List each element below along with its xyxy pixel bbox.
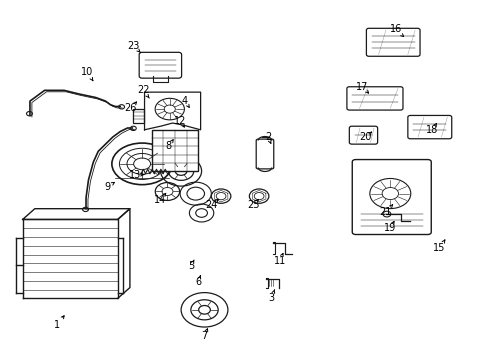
Text: 18: 18 [425,125,437,135]
Text: 19: 19 [383,224,395,233]
Text: 21: 21 [379,207,391,217]
Text: 7: 7 [201,331,207,341]
Text: 20: 20 [359,132,371,142]
Text: 23: 23 [127,41,139,50]
Text: 17: 17 [356,82,368,92]
Text: 16: 16 [389,24,401,35]
FancyBboxPatch shape [139,52,181,78]
Text: 15: 15 [432,243,445,253]
Text: 11: 11 [273,256,285,266]
Text: 12: 12 [174,116,186,126]
Text: 14: 14 [154,195,166,205]
Text: 22: 22 [137,85,149,95]
FancyBboxPatch shape [407,116,451,139]
Text: 8: 8 [165,141,172,151]
FancyBboxPatch shape [346,87,402,110]
Text: 10: 10 [81,67,93,77]
FancyBboxPatch shape [366,28,419,56]
FancyBboxPatch shape [351,159,430,234]
Text: 2: 2 [264,132,270,142]
Text: 5: 5 [187,261,194,271]
Text: 3: 3 [268,293,274,303]
Text: 6: 6 [195,277,201,287]
FancyBboxPatch shape [133,109,144,123]
FancyBboxPatch shape [152,130,198,171]
FancyBboxPatch shape [256,139,273,169]
Text: 13: 13 [128,170,141,180]
Text: 9: 9 [104,182,110,192]
Text: 1: 1 [54,320,60,330]
Text: 4: 4 [182,96,188,106]
Text: 25: 25 [246,200,259,210]
FancyBboxPatch shape [348,126,377,144]
Text: 26: 26 [124,103,137,113]
Text: 24: 24 [205,200,217,210]
